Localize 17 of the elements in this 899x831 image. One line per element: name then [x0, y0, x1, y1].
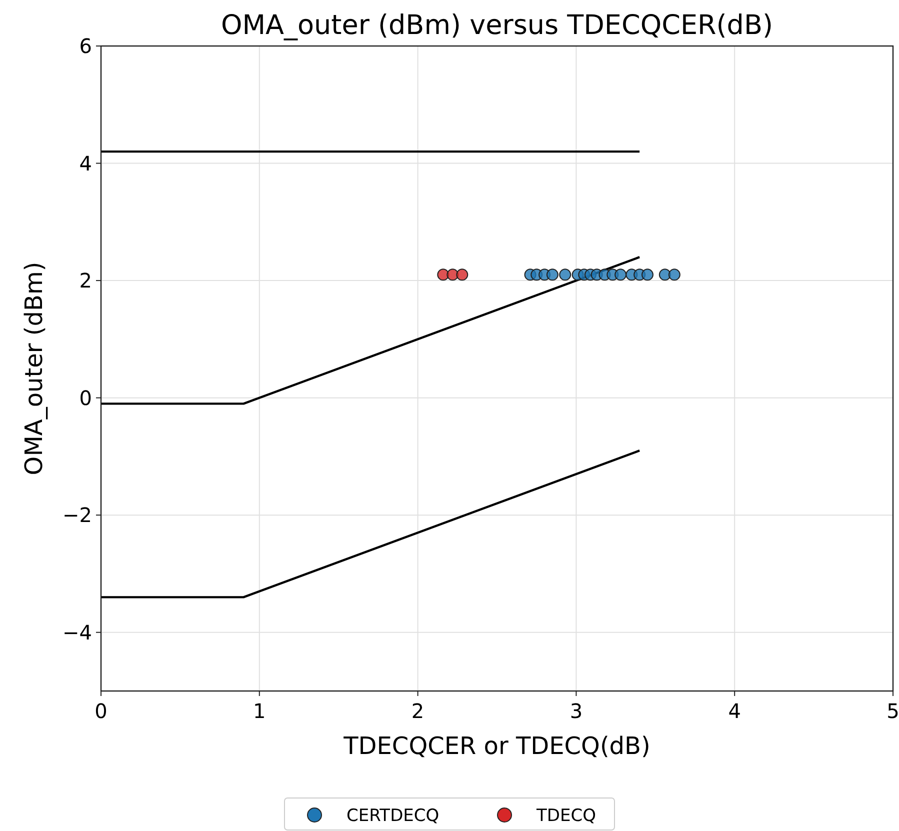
y-tick-label: 4 — [79, 151, 92, 176]
x-tick-label: 5 — [886, 699, 899, 723]
chart-title: OMA_outer (dBm) versus TDECQCER(dB) — [220, 10, 774, 41]
x-axis-title: TDECQCER or TDECQ(dB) — [342, 732, 650, 760]
legend-label: TDECQ — [536, 806, 596, 826]
x-tick-label: 2 — [411, 699, 424, 723]
x-tick-label: 0 — [94, 699, 108, 723]
x-tick-label: 3 — [570, 699, 583, 723]
x-tick-label: 4 — [728, 699, 741, 723]
y-tick-label: −4 — [62, 620, 92, 644]
y-tick-label: 0 — [79, 386, 92, 410]
y-tick-label: −2 — [62, 503, 92, 528]
y-tick-label: 6 — [79, 34, 92, 58]
y-axis-title: OMA_outer (dBm) — [20, 262, 48, 476]
x-tick-label: 1 — [253, 699, 266, 723]
legend-label: CERTDECQ — [346, 806, 440, 826]
y-tick-label: 2 — [79, 268, 92, 293]
